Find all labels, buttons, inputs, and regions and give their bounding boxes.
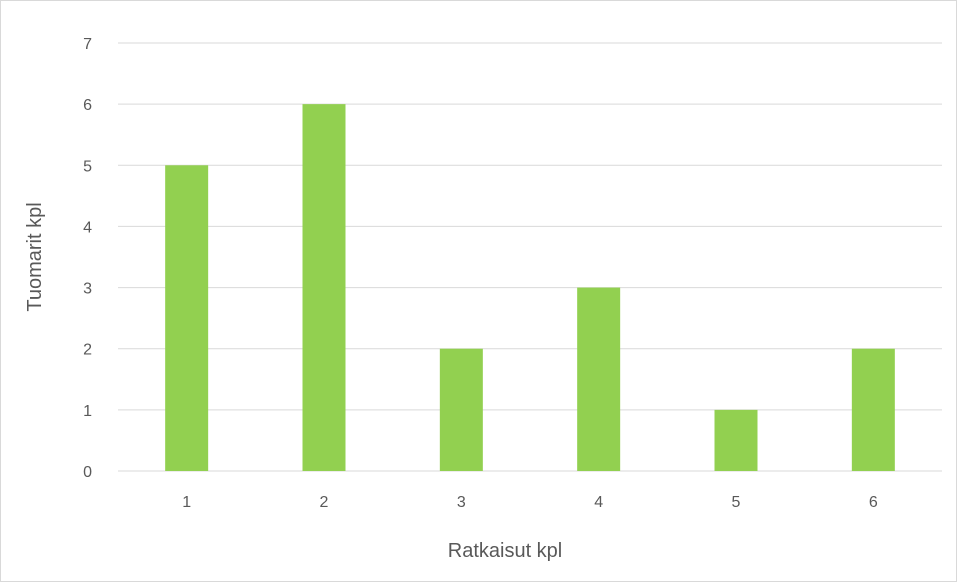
y-axis-ticks: 0 1 2 3 4 5 6 7 xyxy=(83,36,92,481)
bar-4 xyxy=(577,287,621,471)
bar-3 xyxy=(439,348,483,471)
y-tick-label: 3 xyxy=(83,281,92,298)
x-tick-label: 6 xyxy=(869,494,878,511)
y-tick-label: 0 xyxy=(83,464,92,481)
bar-1 xyxy=(165,165,209,472)
gridlines xyxy=(118,42,942,472)
bar-5 xyxy=(714,409,758,471)
x-tick-label: 3 xyxy=(457,494,466,511)
y-tick-label: 7 xyxy=(83,36,92,53)
y-tick-label: 2 xyxy=(83,342,92,359)
x-axis-title: Ratkaisut kpl xyxy=(448,540,563,562)
x-tick-label: 5 xyxy=(732,494,741,511)
x-tick-label: 4 xyxy=(594,494,603,511)
y-tick-label: 5 xyxy=(83,158,92,175)
y-tick-label: 4 xyxy=(83,219,92,236)
bar-2 xyxy=(302,104,346,472)
y-tick-label: 1 xyxy=(83,403,92,420)
bar-6 xyxy=(851,348,895,471)
x-tick-label: 2 xyxy=(320,494,329,511)
x-tick-label: 1 xyxy=(182,494,191,511)
y-axis-title: Tuomarit kpl xyxy=(24,202,46,311)
x-axis-ticks: 1 2 3 4 5 6 xyxy=(182,494,878,511)
bars xyxy=(165,104,895,472)
y-tick-label: 6 xyxy=(83,97,92,114)
